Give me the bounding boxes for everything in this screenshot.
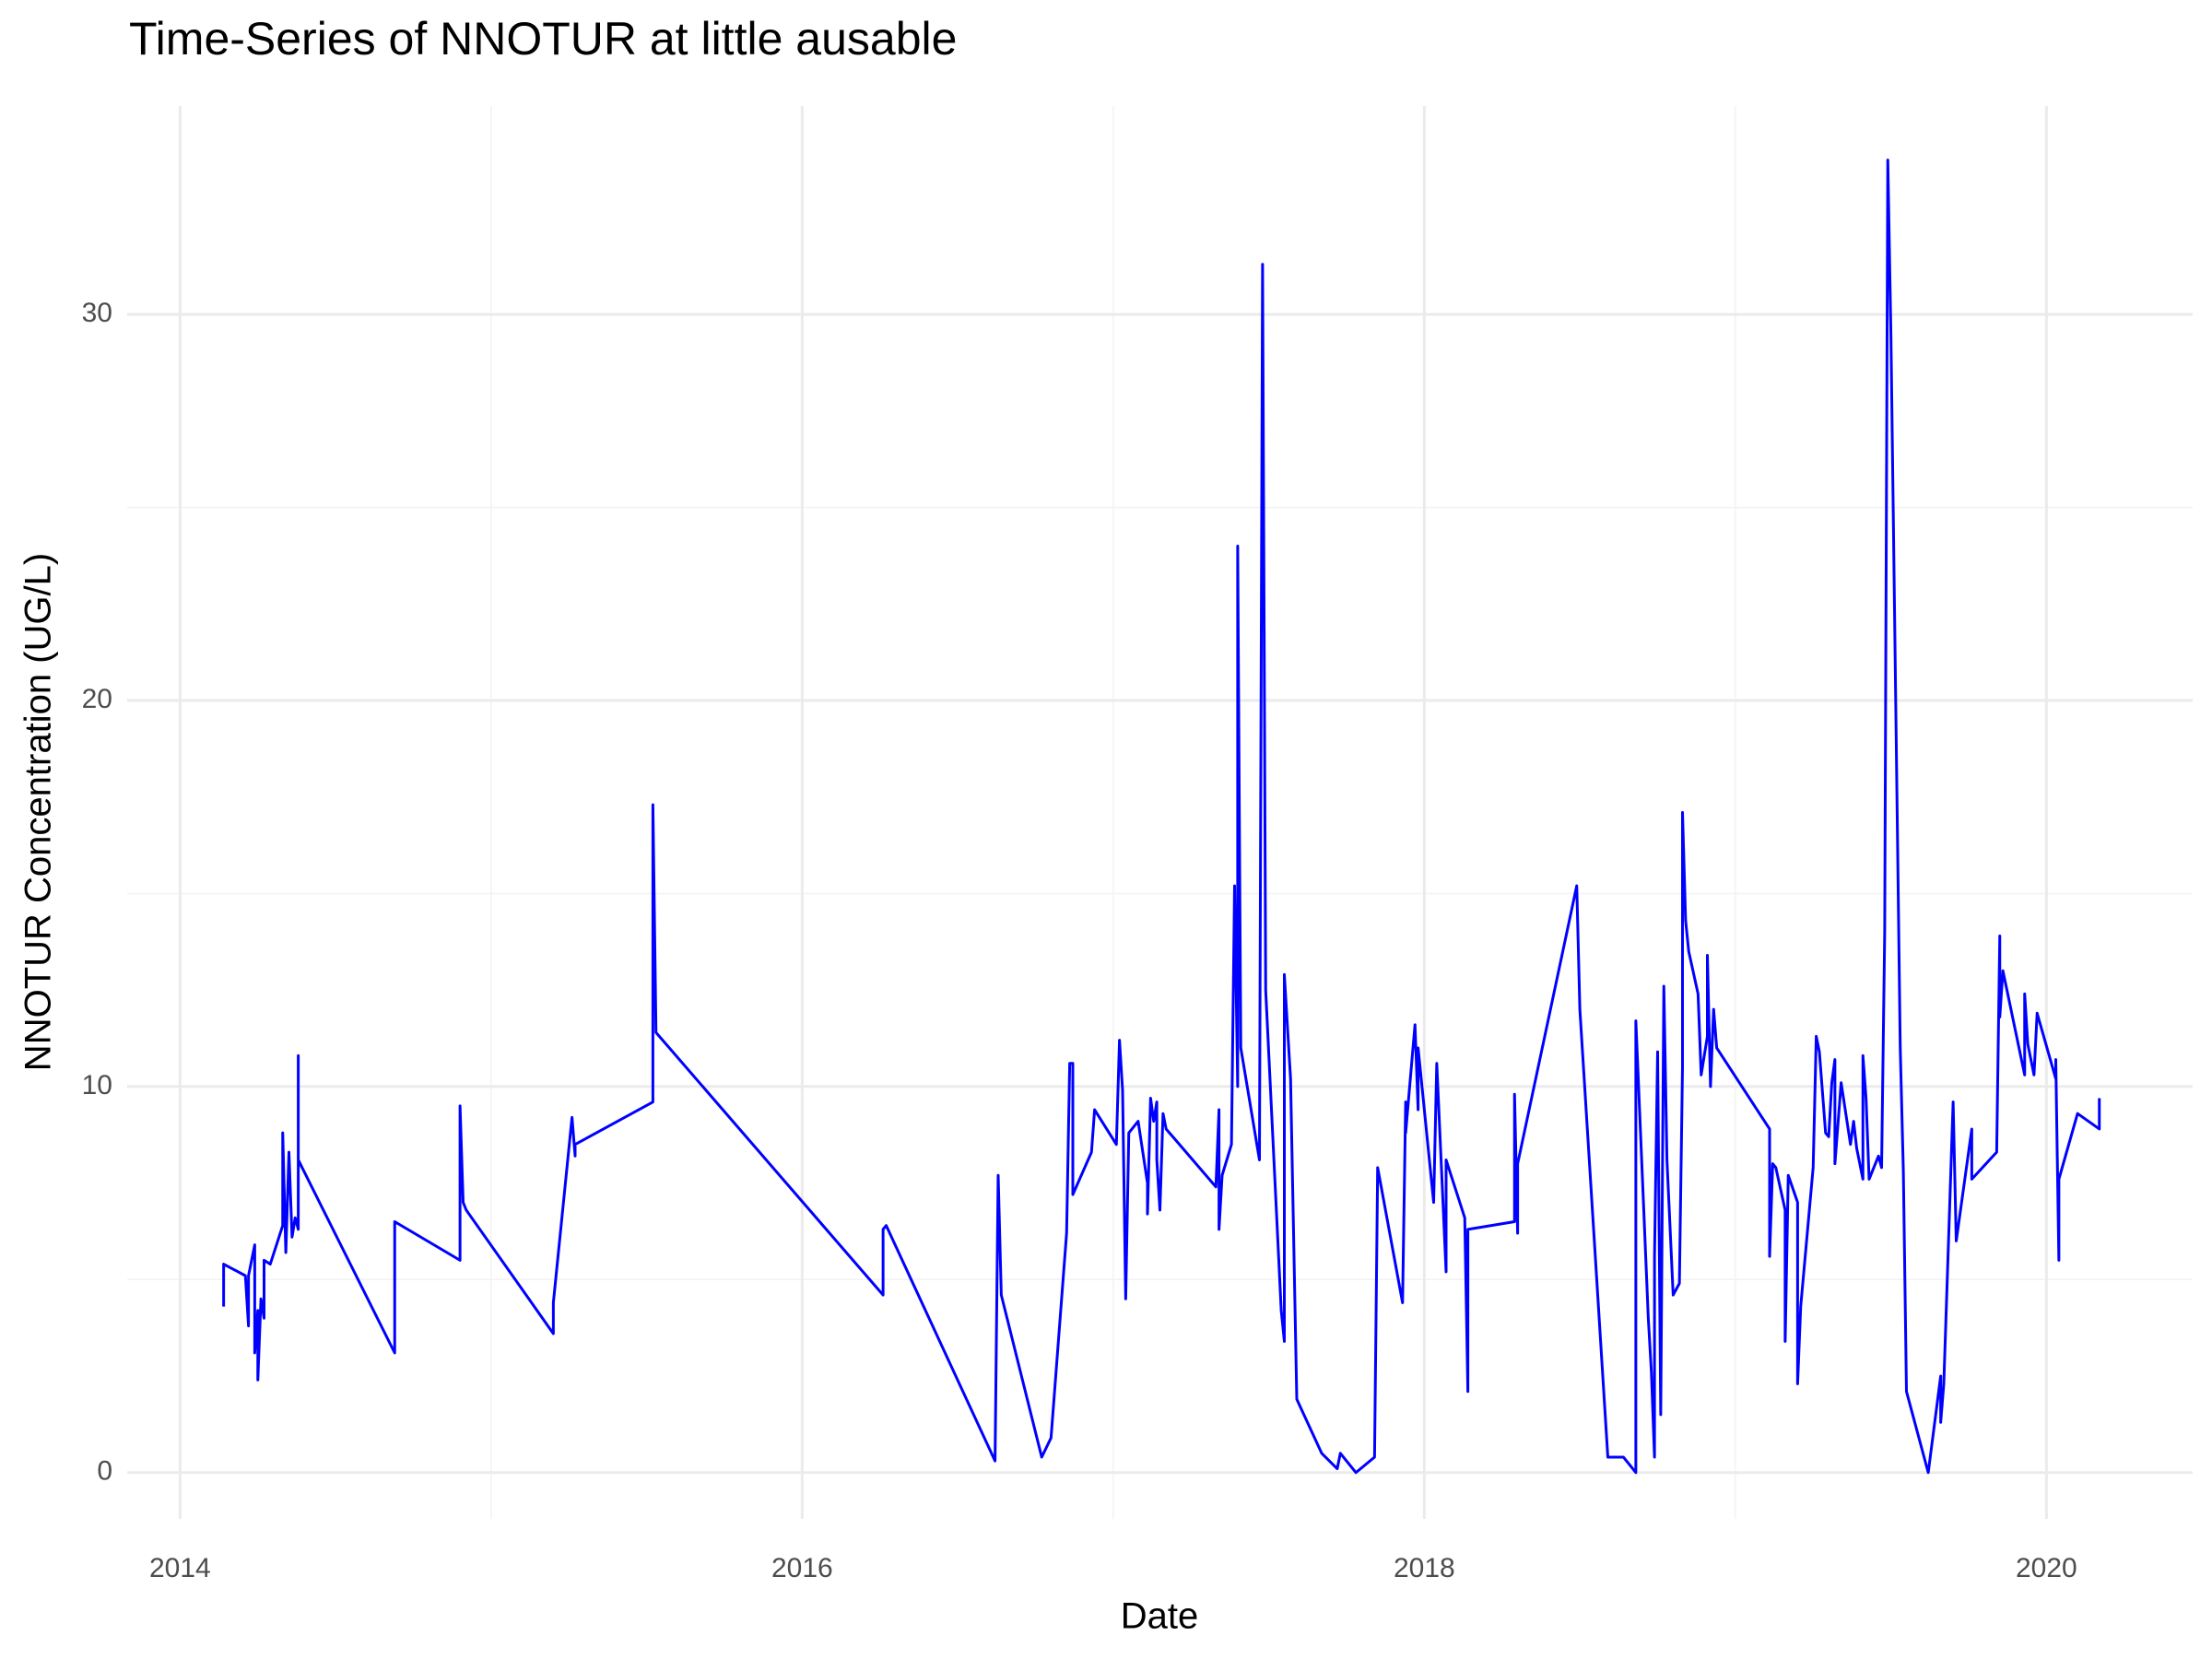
- x-tick-label: 2020: [2016, 1553, 2077, 1583]
- x-tick-label: 2018: [1394, 1553, 1455, 1583]
- x-tick-label: 2016: [771, 1553, 833, 1583]
- data-line: [222, 159, 2101, 1475]
- y-tick-label: 10: [82, 1070, 112, 1100]
- y-tick-label: 30: [82, 298, 112, 328]
- y-tick-label: 20: [82, 684, 112, 714]
- y-axis-title: NNOTUR Concentration (UG/L): [18, 553, 59, 1071]
- x-axis-title: Date: [1121, 1596, 1199, 1637]
- y-tick-label: 0: [97, 1456, 112, 1487]
- x-tick-label: 2014: [149, 1553, 211, 1583]
- chart-title: Time-Series of NNOTUR at little ausable: [129, 13, 957, 65]
